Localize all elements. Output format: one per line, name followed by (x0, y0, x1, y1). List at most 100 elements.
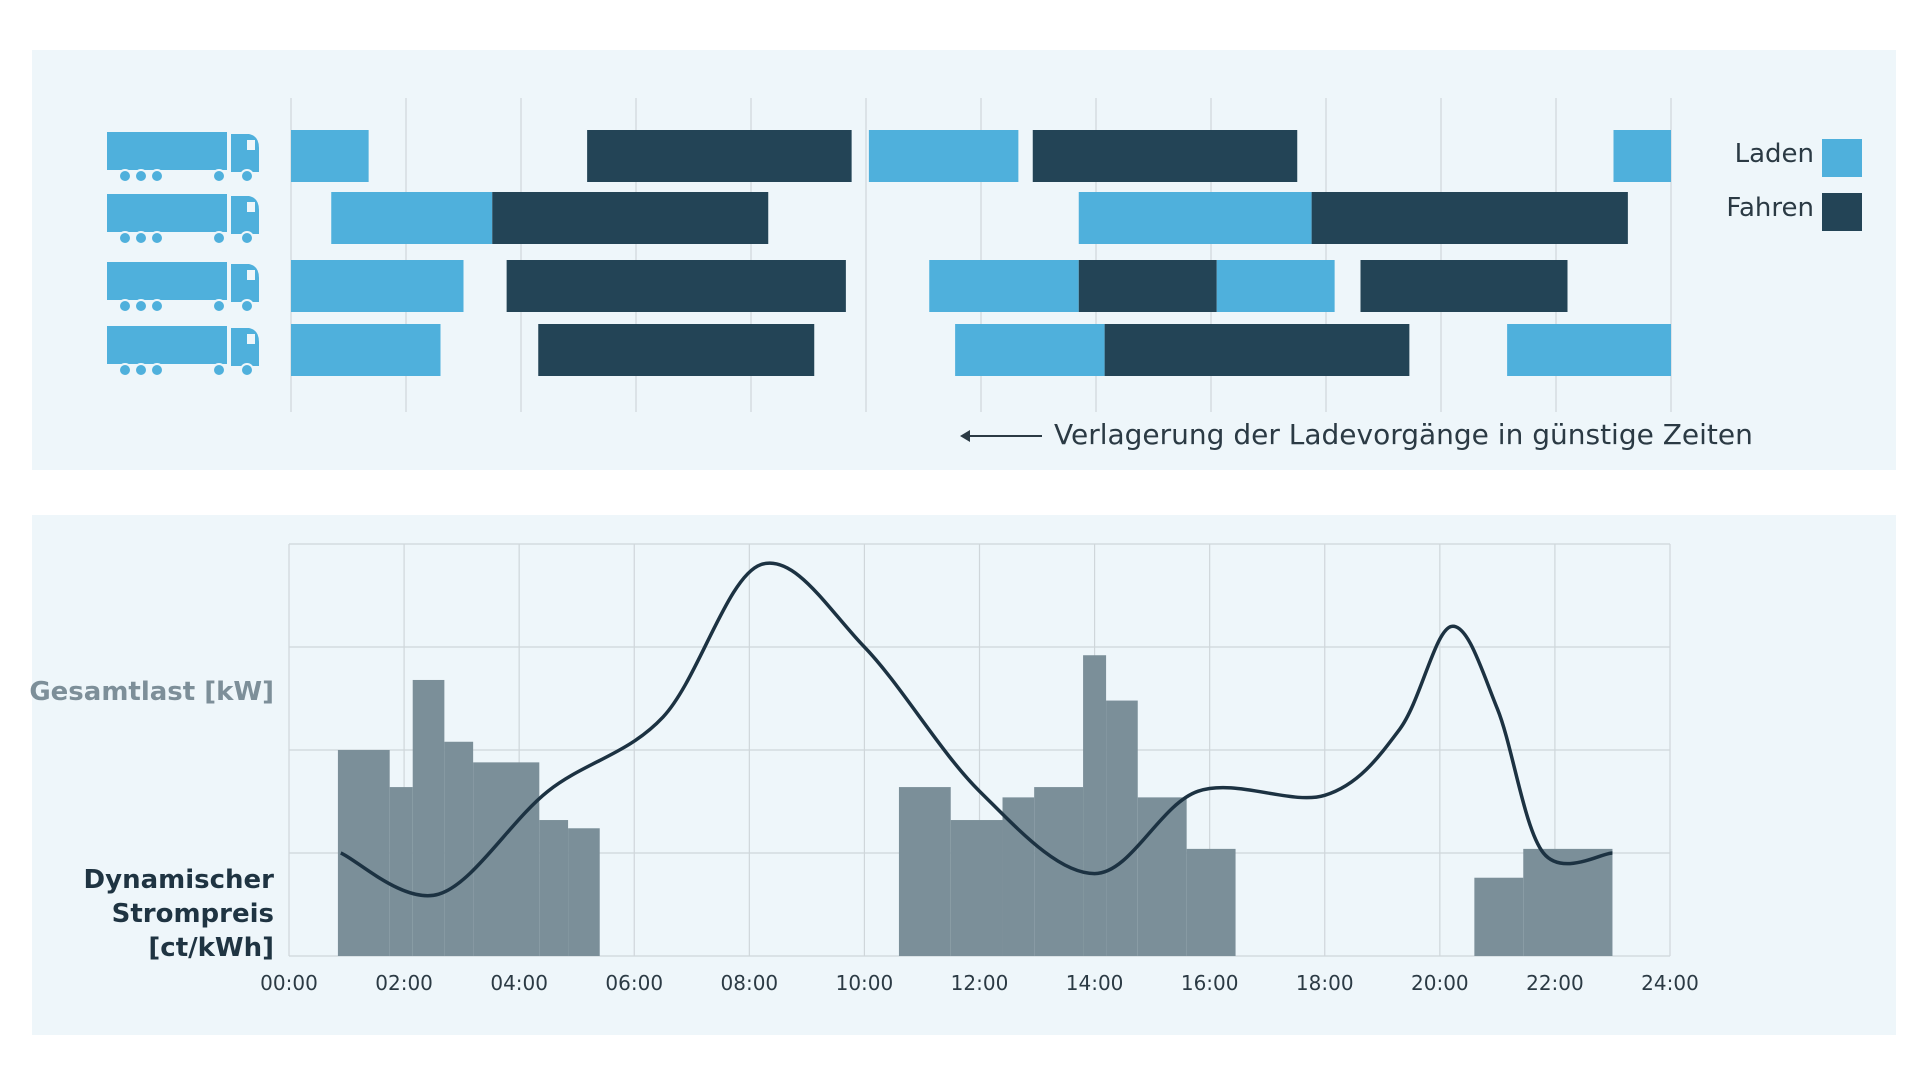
truck-wheel (240, 299, 254, 313)
load-bar (1002, 797, 1035, 956)
load-bar (412, 679, 445, 956)
truck-wheel (118, 299, 132, 313)
load-bar (568, 828, 600, 956)
price-line (340, 561, 1613, 898)
truck-cab (231, 134, 259, 172)
x-tick-label: 08:00 (721, 971, 779, 995)
truck-window (247, 140, 255, 150)
legend-swatch-drive (1822, 193, 1862, 231)
gantt-bar-charge (955, 324, 1105, 376)
truck-wheel (212, 169, 226, 183)
x-tick-label: 20:00 (1411, 971, 1469, 995)
gantt-bar-charge (291, 324, 441, 376)
truck-wheel (150, 169, 164, 183)
price-line-group (340, 561, 1613, 898)
y-axis-label-price: Dynamischer Strompreis [ct/kWh] (83, 865, 274, 963)
gantt-bar-drive (1078, 260, 1217, 312)
load-bar (898, 787, 951, 956)
x-tick-label: 06:00 (605, 971, 663, 995)
load-bar (950, 820, 1003, 956)
load-bar (1137, 797, 1187, 956)
truck-wheel (212, 363, 226, 377)
load-bar (539, 820, 569, 956)
gantt-bars (291, 130, 1671, 376)
truck-icons (107, 132, 259, 377)
gantt-bar-charge (1613, 130, 1671, 182)
gantt-bar-charge (331, 192, 493, 244)
load-bar (444, 741, 474, 956)
truck-wheel (240, 169, 254, 183)
gantt-bar-drive (1104, 324, 1410, 376)
truck-wheel (134, 169, 148, 183)
legend-label-charge: Laden (1734, 139, 1814, 169)
x-axis-ticks: 00:00 02:00 04:00 06:00 08:00 10:00 12:00 14:00… (260, 971, 1699, 995)
gantt-bar-drive (1360, 260, 1568, 312)
gantt-bar-drive (1032, 130, 1298, 182)
truck-wheel (134, 299, 148, 313)
truck-trailer (107, 194, 227, 232)
truck-cab (231, 328, 259, 366)
x-tick-label: 14:00 (1066, 971, 1124, 995)
gantt-bar-charge (291, 130, 369, 182)
load-bar (1474, 877, 1524, 956)
x-tick-label: 04:00 (490, 971, 548, 995)
load-bar (1106, 700, 1138, 956)
truck-trailer (107, 262, 227, 300)
x-tick-label: 02:00 (375, 971, 433, 995)
x-tick-label: 00:00 (260, 971, 318, 995)
load-bars (337, 655, 1613, 956)
truck-wheel (150, 231, 164, 245)
y-axis-label-load: Gesamtlast [kW] (29, 677, 274, 707)
load-bar (1523, 848, 1613, 956)
gantt-bar-drive (492, 192, 769, 244)
truck-wheel (118, 363, 132, 377)
truck-wheel (134, 231, 148, 245)
legend-swatch-charge (1822, 139, 1862, 177)
truck-wheel (212, 299, 226, 313)
truck-wheel (118, 231, 132, 245)
x-tick-label: 16:00 (1181, 971, 1239, 995)
truck-window (247, 202, 255, 212)
load-bar (1034, 787, 1084, 956)
truck-wheel (118, 169, 132, 183)
gantt-bar-charge (868, 130, 1019, 182)
gantt-bar-charge (291, 260, 464, 312)
x-tick-label: 18:00 (1296, 971, 1354, 995)
gantt-bar-charge (929, 260, 1079, 312)
gantt-bar-charge (1078, 192, 1312, 244)
load-bar (389, 787, 413, 956)
truck-trailer (107, 326, 227, 364)
truck-wheel (240, 363, 254, 377)
truck-icon (107, 194, 259, 245)
truck-icon (107, 262, 259, 313)
load-bar (1083, 655, 1107, 956)
gantt-bar-drive (587, 130, 852, 182)
shift-annotation: Verlagerung der Ladevorgänge in günstige… (1054, 418, 1753, 451)
truck-icon (107, 326, 259, 377)
truck-window (247, 270, 255, 280)
truck-wheel (240, 231, 254, 245)
x-tick-label: 22:00 (1526, 971, 1584, 995)
left-arrow-icon (960, 430, 1042, 442)
gantt-bar-drive (506, 260, 846, 312)
load-bar (337, 750, 390, 956)
truck-icon (107, 132, 259, 183)
x-tick-label: 12:00 (951, 971, 1009, 995)
x-tick-label: 10:00 (836, 971, 894, 995)
gantt-bar-drive (538, 324, 815, 376)
gantt-bar-drive (1311, 192, 1628, 244)
truck-wheel (150, 363, 164, 377)
truck-trailer (107, 132, 227, 170)
truck-wheel (212, 231, 226, 245)
truck-window (247, 334, 255, 344)
x-tick-label: 24:00 (1641, 971, 1699, 995)
truck-wheel (134, 363, 148, 377)
truck-wheel (150, 299, 164, 313)
legend-label-drive: Fahren (1726, 193, 1814, 223)
gantt-bar-charge (1216, 260, 1335, 312)
gantt-bar-charge (1507, 324, 1671, 376)
truck-cab (231, 264, 259, 302)
truck-cab (231, 196, 259, 234)
load-bar (1186, 848, 1236, 956)
